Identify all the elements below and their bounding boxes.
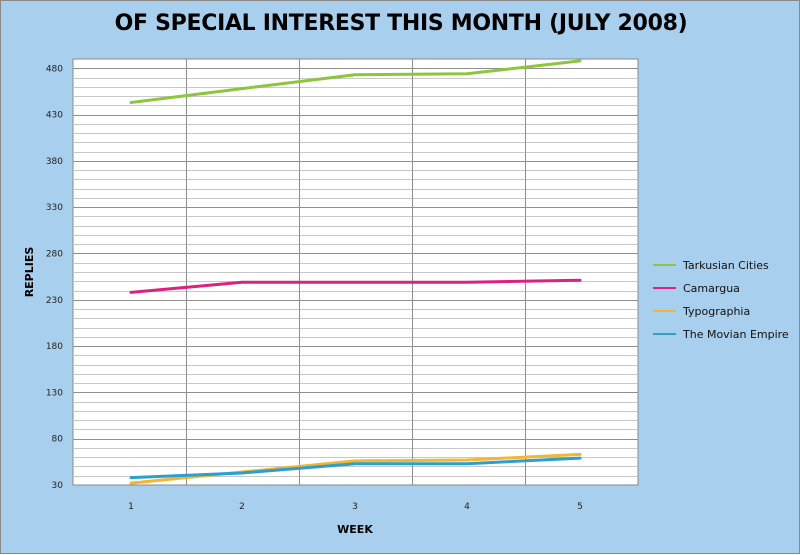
y-tick-label: 380	[46, 157, 63, 167]
x-tick-label: 2	[239, 502, 245, 512]
series-line-tarkusian-cities	[129, 59, 582, 104]
y-tick-label: 280	[46, 249, 63, 259]
chart-title: OF SPECIAL INTEREST THIS MONTH (JULY 200…	[114, 11, 688, 36]
x-axis-title: WEEK	[337, 523, 373, 536]
legend-label-camargua: Camargua	[683, 282, 740, 295]
minor-gridlines	[73, 78, 638, 477]
y-tick-label: 180	[46, 342, 63, 352]
series-lines	[129, 59, 582, 485]
vertical-gridlines	[186, 59, 526, 485]
major-gridlines	[73, 68, 638, 440]
series-line-the-movian-empire	[129, 456, 582, 480]
x-axis-ticks: 1 2 3 4 5	[128, 502, 583, 512]
y-axis-ticks: 30 80 130 180 230 280 330 380 430 480	[46, 64, 63, 491]
x-tick-label: 3	[352, 502, 358, 512]
legend-label-the-movian-empire: The Movian Empire	[682, 328, 789, 341]
y-tick-label: 30	[52, 481, 64, 491]
y-tick-label: 230	[46, 296, 63, 306]
legend-label-typographia: Typographia	[682, 305, 750, 318]
y-tick-label: 330	[46, 203, 63, 213]
y-tick-label: 80	[52, 435, 64, 445]
y-axis-title: REPLIES	[23, 247, 36, 298]
legend: Tarkusian Cities Camargua Typographia The M…	[653, 259, 789, 341]
y-tick-label: 430	[46, 111, 63, 121]
x-tick-label: 4	[464, 502, 470, 512]
y-tick-label: 480	[46, 64, 63, 74]
y-tick-label: 130	[46, 388, 63, 398]
series-line-camargua	[129, 278, 582, 294]
x-tick-label: 5	[577, 502, 583, 512]
legend-label-tarkusian-cities: Tarkusian Cities	[682, 259, 769, 272]
x-tick-label: 1	[128, 502, 134, 512]
